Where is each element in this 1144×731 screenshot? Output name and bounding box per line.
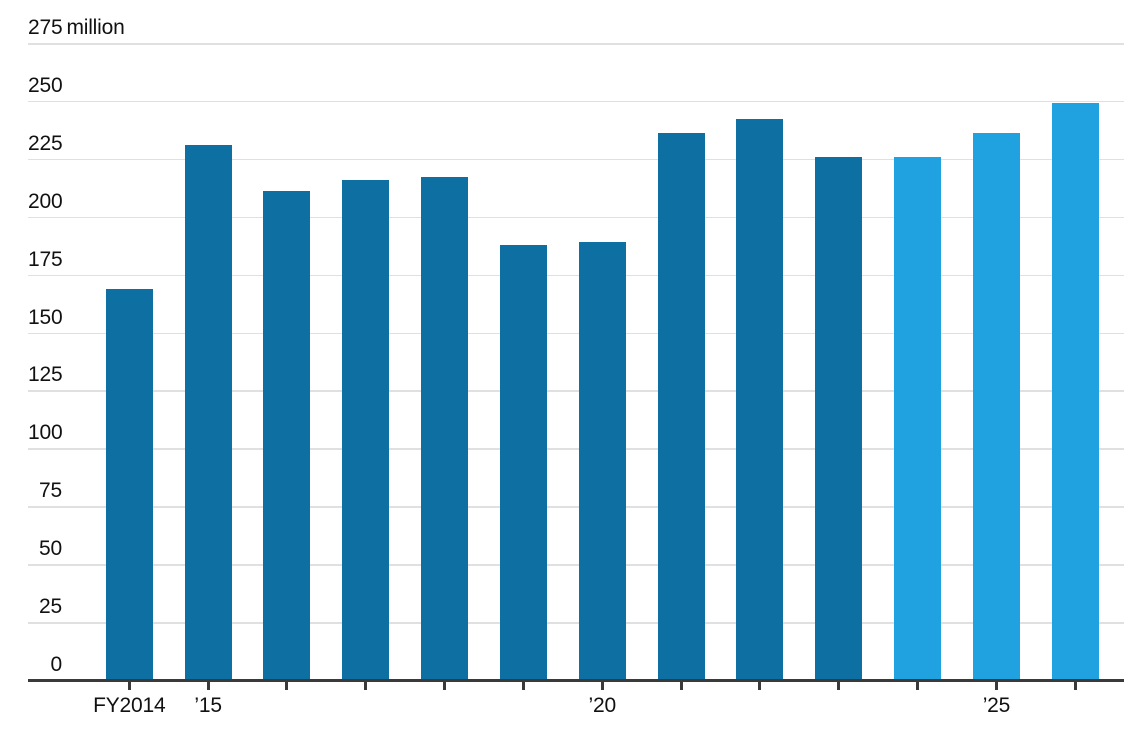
y-tick-value: 0 <box>50 653 63 676</box>
x-tick-label-FY2014: FY2014 <box>93 694 166 717</box>
y-tick-label-0: 0 <box>28 653 63 676</box>
y-tick-value: 250 <box>28 73 63 97</box>
y-tick-label-125: 125 <box>28 363 63 387</box>
y-tick-label-225: 225 <box>28 131 63 155</box>
y-tick-value: 125 <box>28 363 63 387</box>
bar-18 <box>421 177 469 680</box>
y-tick-label-150: 150 <box>28 305 63 329</box>
y-tick-label-100: 100 <box>28 421 63 445</box>
y-tick-value: 25 <box>39 595 62 619</box>
gridline-225 <box>28 158 1124 161</box>
y-tick-label-175: 175 <box>28 247 63 271</box>
bar-19 <box>499 244 547 680</box>
y-tick-label-25: 25 <box>28 596 62 617</box>
y-axis-unit-label: million <box>66 16 125 39</box>
y-tick-label-75: 75 <box>28 480 62 501</box>
bar-21 <box>657 133 705 680</box>
gridline-200 <box>28 216 1124 219</box>
y-tick-label-250: 250 <box>28 73 63 97</box>
y-tick-value: 50 <box>39 537 62 561</box>
gridline-25 <box>28 622 1124 624</box>
x-tick-mark <box>679 682 683 690</box>
bar-24-projected <box>894 156 942 680</box>
gridline-125 <box>28 390 1124 392</box>
bar-22 <box>736 119 784 680</box>
x-tick-mark <box>758 682 762 690</box>
bar-23 <box>815 156 863 680</box>
x-axis-baseline <box>28 679 1124 682</box>
gridline-50 <box>28 564 1124 566</box>
gridline-250 <box>28 100 1124 103</box>
bar-17 <box>342 179 390 680</box>
y-tick-value: 275 <box>28 16 63 39</box>
x-tick-mark <box>521 682 525 690</box>
y-tick-value: 75 <box>39 479 62 503</box>
x-tick-mark <box>127 682 131 690</box>
x-tick-mark <box>364 682 368 690</box>
gridline-275 <box>28 43 1124 45</box>
gridline-75 <box>28 506 1124 508</box>
x-tick-label-20: ’20 <box>588 694 617 717</box>
x-tick-label-15: ’15 <box>194 694 222 717</box>
bar-26-projected <box>1051 103 1099 680</box>
bar-20 <box>578 242 626 680</box>
x-tick-mark <box>285 682 289 690</box>
y-tick-value: 150 <box>28 305 63 329</box>
x-tick-mark <box>1073 682 1077 690</box>
x-tick-mark <box>994 682 998 690</box>
x-tick-label-25: ’25 <box>982 694 1011 717</box>
gridline-100 <box>28 448 1124 450</box>
y-tick-label-200: 200 <box>28 189 63 213</box>
y-tick-value: 175 <box>28 247 63 271</box>
x-tick-mark <box>206 682 210 690</box>
bar-15 <box>184 144 232 680</box>
bar-FY2014 <box>105 288 153 680</box>
gridline-150 <box>28 332 1124 335</box>
bar-25-projected <box>972 133 1020 680</box>
x-tick-mark <box>916 682 920 690</box>
bar-16 <box>263 191 311 680</box>
y-tick-label-50: 50 <box>28 538 62 559</box>
y-tick-value: 100 <box>28 421 63 445</box>
x-tick-mark <box>837 682 841 690</box>
x-tick-mark <box>443 682 447 690</box>
y-tick-label-275: 275 million <box>28 17 125 38</box>
y-tick-value: 200 <box>28 189 63 213</box>
y-tick-value: 225 <box>28 131 63 155</box>
x-tick-mark <box>600 682 604 690</box>
gridline-175 <box>28 274 1124 277</box>
